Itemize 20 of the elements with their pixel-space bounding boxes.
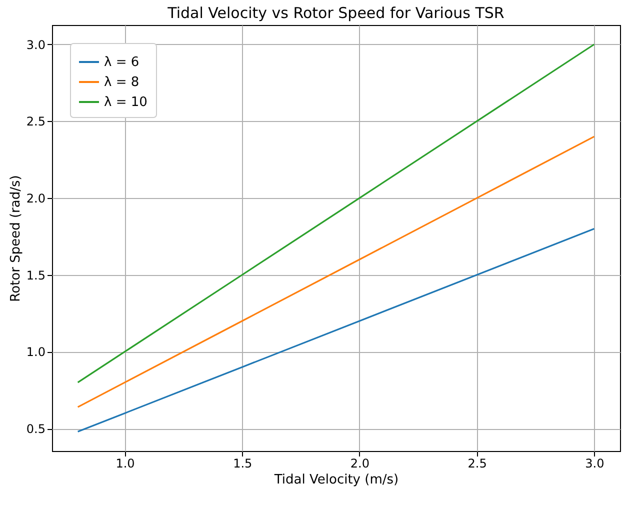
legend-label: λ = 6 xyxy=(104,55,140,70)
y-tick-label: 0.5 xyxy=(26,422,46,436)
x-tick-label: 2.5 xyxy=(468,456,487,470)
y-tick-label: 2.5 xyxy=(26,114,46,129)
chart-title: Tidal Velocity vs Rotor Speed for Various TSR xyxy=(166,4,504,22)
y-tick-label: 1.5 xyxy=(26,268,46,282)
x-tick-label: 1.0 xyxy=(116,456,135,470)
x-tick-label: 2.0 xyxy=(350,456,370,470)
y-tick-label: 3.0 xyxy=(26,38,46,52)
y-tick-label: 1.0 xyxy=(26,345,46,360)
y-tick-label: 2.0 xyxy=(26,192,46,206)
line-series xyxy=(77,136,595,408)
x-axis-title: Tidal Velocity (m/s) xyxy=(273,472,399,488)
y-axis-title: Rotor Speed (rad/s) xyxy=(8,175,24,302)
line-series xyxy=(77,228,595,432)
legend-label: λ = 8 xyxy=(104,75,140,90)
x-tick-label: 1.5 xyxy=(233,456,252,470)
line-series xyxy=(77,44,595,384)
legend-label: λ = 10 xyxy=(104,95,148,110)
x-tick-label: 3.0 xyxy=(585,456,604,470)
